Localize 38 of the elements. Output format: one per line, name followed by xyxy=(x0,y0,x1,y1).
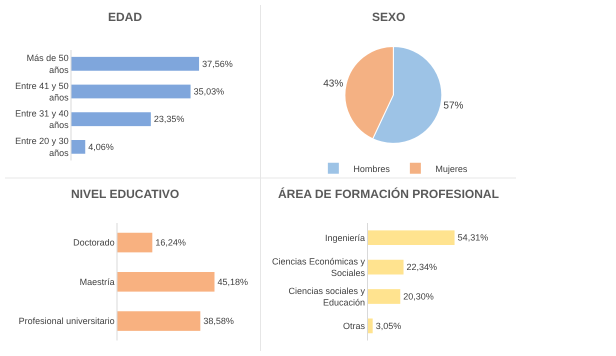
data-label: 3,05% xyxy=(376,320,402,331)
bar xyxy=(71,84,191,98)
y-tick-label: Ciencias sociales y Educación xyxy=(288,286,366,308)
y-tick-label: Otras xyxy=(342,321,366,332)
y-tick-label: Más de 50 años xyxy=(26,53,70,75)
data-label: 22,34% xyxy=(406,262,438,272)
y-tick-label: Ingeniería xyxy=(324,232,366,243)
y-tick-label: Maestría xyxy=(80,276,115,287)
data-label: 23,35% xyxy=(154,114,184,124)
data-label: 4,06% xyxy=(88,142,114,152)
y-tick-label: Profesional universitario xyxy=(18,316,115,326)
data-label: 57% xyxy=(443,100,464,112)
chart-title: ÁREA DE FORMACIÓN PROFESIONAL xyxy=(278,187,499,201)
legend-label: Hombres xyxy=(353,164,390,174)
bar xyxy=(368,289,400,304)
data-label: 37,56% xyxy=(202,58,233,69)
y-tick-label: Entre 20 y 30 años xyxy=(15,136,70,158)
legend-label: Mujeres xyxy=(435,164,468,174)
bar xyxy=(71,140,86,154)
data-label: 43% xyxy=(323,78,344,90)
chart-title: EDAD xyxy=(108,10,142,24)
bar xyxy=(368,318,373,334)
bar xyxy=(368,260,404,274)
data-label: 54,31% xyxy=(458,232,488,243)
y-tick-label: Entre 31 y 40 años xyxy=(15,108,70,130)
bar xyxy=(368,230,455,246)
data-label: 16,24% xyxy=(155,238,186,248)
bar xyxy=(71,56,200,71)
chart-title: NIVEL EDUCATIVO xyxy=(71,187,180,201)
data-label: 45,18% xyxy=(218,276,248,287)
y-tick-label: Entre 41 y 50 años xyxy=(15,80,70,102)
data-label: 20,30% xyxy=(403,292,434,302)
chart-title: SEXO xyxy=(372,10,406,24)
data-label: 38,58% xyxy=(203,316,234,326)
bar xyxy=(71,112,151,126)
data-label: 35,03% xyxy=(194,86,224,96)
y-tick-label: Doctorado xyxy=(73,238,115,248)
y-tick-label: Ciencias Económicas y Sociales xyxy=(272,256,366,278)
